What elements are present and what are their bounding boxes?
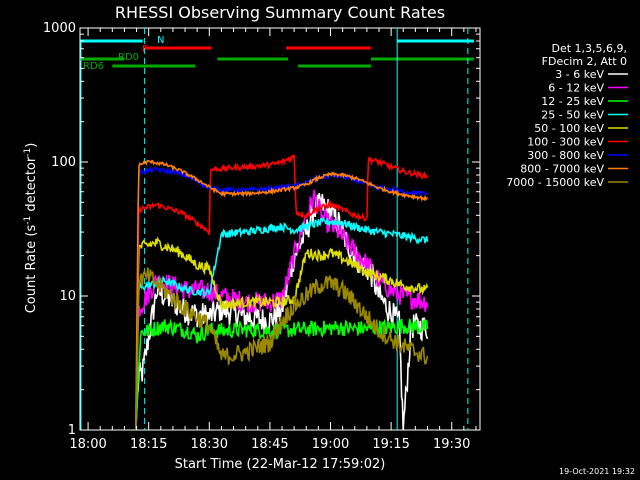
footer-date: 19-Oct-2021 19:32 [559, 467, 635, 476]
legend-entry: 100 - 300 keV [527, 136, 604, 149]
series-line [135, 236, 429, 431]
legend-entry: 3 - 6 keV [555, 68, 604, 81]
rd0-marker-label: RD0 [118, 52, 139, 63]
plot-border [79, 27, 481, 431]
legend-header-line-1: Det 1,3,5,6,9, [551, 42, 627, 55]
series-lines [135, 154, 429, 431]
x-tick-label: 18:30 [191, 437, 228, 452]
mode-markers: NFRD0RD6 [80, 28, 474, 430]
legend-entry: 7000 - 15000 keV [506, 176, 604, 189]
x-tick-label: 18:45 [251, 437, 288, 452]
chart-title: RHESSI Observing Summary Count Rates [115, 3, 445, 22]
series-line [135, 216, 429, 431]
x-axis-title: Start Time (22-Mar-12 17:59:02) [175, 457, 386, 472]
legend-entry: 800 - 7000 keV [520, 163, 604, 176]
legend-entry: 12 - 25 keV [541, 95, 604, 108]
y-tick-label: 1 [68, 423, 76, 438]
series-line [135, 159, 429, 431]
y-tick-label: 100 [51, 155, 76, 170]
legend: Det 1,3,5,6,9, FDecim 2, Att 0 3 - 6 keV… [506, 42, 628, 189]
y-axis-title: Count Rate (s-1 detector-1) [23, 143, 39, 314]
legend-entry: 25 - 50 keV [541, 109, 604, 122]
x-tick-label: 18:00 [69, 437, 106, 452]
series-line [135, 154, 429, 431]
x-tick-label: 19:30 [433, 437, 470, 452]
x-tick-label: 19:15 [372, 437, 409, 452]
y-tick-label: 1000 [43, 21, 76, 36]
night-marker-label: N [157, 35, 164, 46]
legend-header-line-2: FDecim 2, Att 0 [542, 55, 627, 68]
legend-entry: 50 - 100 keV [534, 122, 604, 135]
axis-ticks: 18:00 18:15 18:30 18:45 19:00 19:15 19:30 1 10 10… [43, 21, 480, 452]
x-tick-label: 19:00 [312, 437, 349, 452]
series-line [135, 267, 429, 431]
legend-entry: 300 - 800 keV [527, 149, 604, 162]
legend-entry: 6 - 12 keV [548, 82, 604, 95]
rd6-marker-label: RD6 [83, 61, 104, 72]
x-tick-label: 18:15 [130, 437, 167, 452]
y-tick-label: 10 [59, 289, 76, 304]
plot-frame [79, 27, 481, 431]
